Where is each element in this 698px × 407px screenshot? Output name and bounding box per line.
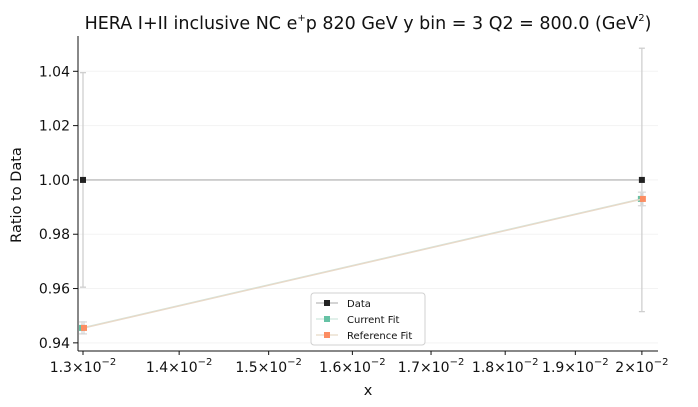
y-tick-label-5: 1.04 bbox=[39, 64, 70, 80]
y-tick-label-1: 0.96 bbox=[39, 282, 70, 298]
x-tick-label-2: 1.5×10−2 bbox=[235, 357, 302, 376]
legend-items: Data Current Fit Reference Fit bbox=[316, 299, 412, 342]
legend-marker-data bbox=[324, 300, 330, 306]
legend: Data Current Fit Reference Fit bbox=[310, 292, 426, 346]
y-tick-label-2: 0.98 bbox=[39, 227, 70, 243]
legend-label-current-fit: Current Fit bbox=[347, 315, 400, 326]
x-tick-label-3: 1.6×10−2 bbox=[319, 357, 386, 376]
legend-marker-reference-fit bbox=[324, 332, 330, 338]
marker-reference-fit-0 bbox=[80, 324, 87, 331]
legend-label-data: Data bbox=[347, 299, 371, 310]
y-tick-label-4: 1.02 bbox=[39, 119, 70, 135]
x-tick-label-6: 1.9×10−2 bbox=[542, 357, 609, 376]
chart-title-suffix: ) bbox=[645, 14, 652, 34]
x-axis-ticks: 1.3×10−2 1.4×10−2 1.5×10−2 1.6×10−2 1.7×10−2… bbox=[50, 351, 668, 376]
plot-series bbox=[78, 47, 646, 335]
y-tick-label-3: 1.00 bbox=[39, 173, 70, 189]
chart-title-mid: p 820 GeV y bin = 3 Q2 = 800.0 (GeV bbox=[306, 14, 638, 34]
chart-title-prefix: HERA I+II inclusive NC e bbox=[85, 14, 298, 34]
y-axis-ticks: 0.94 0.96 0.98 1.00 1.02 1.04 bbox=[39, 64, 78, 352]
chart-title-sup2: 2 bbox=[638, 13, 644, 24]
series-line-reference-fit bbox=[83, 198, 644, 329]
x-tick-label-0: 1.3×10−2 bbox=[50, 357, 117, 376]
legend-label-reference-fit: Reference Fit bbox=[347, 331, 412, 342]
x-tick-label-4: 1.7×10−2 bbox=[398, 357, 465, 376]
marker-data-0 bbox=[79, 176, 86, 183]
x-axis-label: x bbox=[364, 383, 373, 399]
marker-data-1 bbox=[638, 176, 645, 183]
y-axis-label: Ratio to Data bbox=[9, 147, 25, 243]
legend-box bbox=[310, 292, 426, 346]
x-tick-label-5: 1.8×10−2 bbox=[472, 357, 539, 376]
marker-reference-fit-1 bbox=[639, 195, 646, 202]
legend-marker-current-fit bbox=[324, 316, 330, 322]
chart-title: HERA I+II inclusive NC e+p 820 GeV y bin… bbox=[85, 13, 652, 34]
x-tick-label-7: 2×10−2 bbox=[615, 357, 668, 376]
chart-title-sup1: + bbox=[297, 13, 305, 24]
x-tick-label-1: 1.4×10−2 bbox=[146, 357, 213, 376]
y-tick-label-0: 0.94 bbox=[39, 336, 70, 352]
